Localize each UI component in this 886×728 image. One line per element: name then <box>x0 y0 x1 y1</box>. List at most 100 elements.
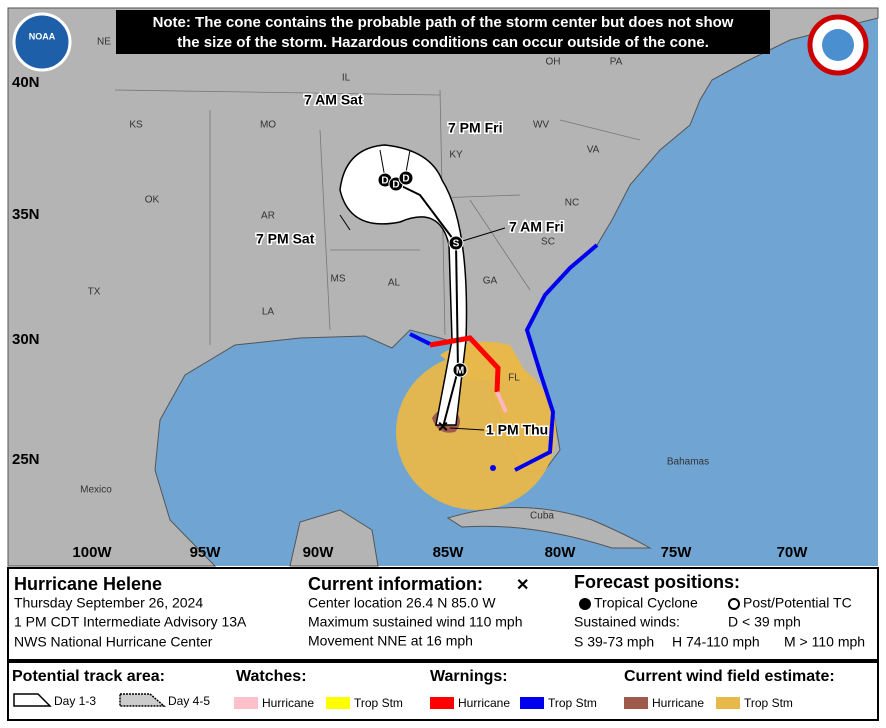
legend-item: Trop Stm <box>548 696 597 710</box>
legend-swatch <box>326 697 350 709</box>
place-label: NE <box>97 37 111 48</box>
forecast-d: D < 39 mph <box>728 614 801 630</box>
legend-item: Trop Stm <box>744 696 793 710</box>
current-line: Maximum sustained wind 110 mph <box>308 614 523 630</box>
point-letter: D <box>392 180 399 191</box>
lon-label: 90W <box>303 544 335 561</box>
place-label: OK <box>145 195 160 206</box>
forecast-s: S 39-73 mph <box>574 634 654 650</box>
info-panel <box>7 567 879 721</box>
place-label: OH <box>546 57 561 68</box>
nws-logo-inner <box>822 29 854 61</box>
advisory: 1 PM CDT Intermediate Advisory 13A <box>14 614 247 630</box>
land <box>7 7 879 567</box>
place-label: GA <box>483 276 498 287</box>
place-label: FL <box>508 373 520 384</box>
note-box <box>116 10 770 54</box>
lon-label: 70W <box>777 544 809 561</box>
place-label: PA <box>610 57 623 68</box>
legend-title: Potential track area: <box>12 668 165 685</box>
place-label: WV <box>533 120 549 131</box>
forecast-label: 7 PM Fri <box>448 120 502 136</box>
label-leader <box>449 427 485 431</box>
forecast-title: Forecast positions: <box>574 572 740 592</box>
lon-label: 85W <box>433 544 465 561</box>
legend-swatch <box>430 697 454 709</box>
point-letter: D <box>381 176 388 187</box>
legend-item: Day 4-5 <box>168 694 210 708</box>
forecast-point <box>452 362 468 378</box>
cuba <box>446 506 652 549</box>
lat-label: 25N <box>12 451 40 468</box>
forecast-point <box>398 170 414 186</box>
yucatan <box>289 509 379 567</box>
day45-symbol <box>119 693 167 707</box>
point-letter: M <box>456 366 464 377</box>
label-leader <box>455 227 506 244</box>
place-label: KS <box>129 120 143 131</box>
lon-label: 75W <box>661 544 693 561</box>
place-label: MS <box>331 274 346 285</box>
legend-item: Trop Stm <box>354 696 403 710</box>
place-label: AR <box>261 211 275 222</box>
place-label: VA <box>587 145 600 156</box>
office: NWS National Hurricane Center <box>14 634 213 650</box>
legend-box <box>7 661 879 721</box>
ts-warning <box>409 243 599 472</box>
legend-item: Hurricane <box>458 696 510 710</box>
legend-item: Hurricane <box>652 696 704 710</box>
note-line: the size of the storm. Hazardous conditi… <box>177 34 709 51</box>
ts-point <box>490 465 496 471</box>
place-label: Bahamas <box>667 457 709 468</box>
legend-title: Warnings: <box>430 668 508 685</box>
forecast-m: M > 110 mph <box>784 634 865 650</box>
tc-symbol <box>579 598 591 610</box>
place-label: Cuba <box>530 511 554 522</box>
lon-label: 100W <box>72 544 112 561</box>
forecast-post: Post/Potential TC <box>743 595 852 611</box>
legend-swatch <box>716 697 740 709</box>
current-title: Current information: <box>308 574 483 594</box>
legend-swatch <box>624 697 648 709</box>
place-label: KY <box>449 150 463 161</box>
lat-label: 40N <box>12 74 40 91</box>
current-position: ✕ <box>437 419 449 435</box>
legend-item: Day 1-3 <box>54 694 96 708</box>
labels: Note: The cone contains the probable pat… <box>12 14 865 710</box>
forecast-label: 7 PM Sat <box>256 231 315 247</box>
storm-date: Thursday September 26, 2024 <box>14 595 203 611</box>
forecast-tropical: Tropical Cyclone <box>594 595 698 611</box>
place-label: IL <box>342 73 351 84</box>
legend-swatch <box>234 697 258 709</box>
current-line: Movement NNE at 16 mph <box>308 633 473 649</box>
place-label: LA <box>262 307 275 318</box>
info-box <box>7 567 879 661</box>
forecast-label: 7 AM Sat <box>304 92 363 108</box>
day13-symbol <box>13 693 52 707</box>
legend-item: Hurricane <box>262 696 314 710</box>
forecast-h: H 74-110 mph <box>672 634 760 650</box>
forecast-label: 1 PM Thu <box>486 422 548 438</box>
map <box>7 7 879 567</box>
storm-name: Hurricane Helene <box>14 574 162 594</box>
lat-label: 30N <box>12 331 40 348</box>
legend-swatch <box>520 697 544 709</box>
label-leader <box>339 214 351 231</box>
lon-label: 80W <box>545 544 577 561</box>
forecast-winds: Sustained winds: <box>574 614 680 630</box>
forecast-point <box>448 235 464 251</box>
place-label: Mexico <box>80 485 112 496</box>
legend-title: Watches: <box>236 668 307 685</box>
noaa-logo-text: NOAA <box>29 31 56 41</box>
place-label: SC <box>541 237 555 248</box>
note-line: Note: The cone contains the probable pat… <box>153 14 734 31</box>
current-line: Center location 26.4 N 85.0 W <box>308 595 496 611</box>
point-letter: D <box>402 174 409 185</box>
point-letter: S <box>453 239 460 250</box>
place-label: TX <box>88 287 101 298</box>
place-label: NC <box>565 198 579 209</box>
lon-label: 95W <box>190 544 222 561</box>
hurricane-warning <box>429 335 501 393</box>
